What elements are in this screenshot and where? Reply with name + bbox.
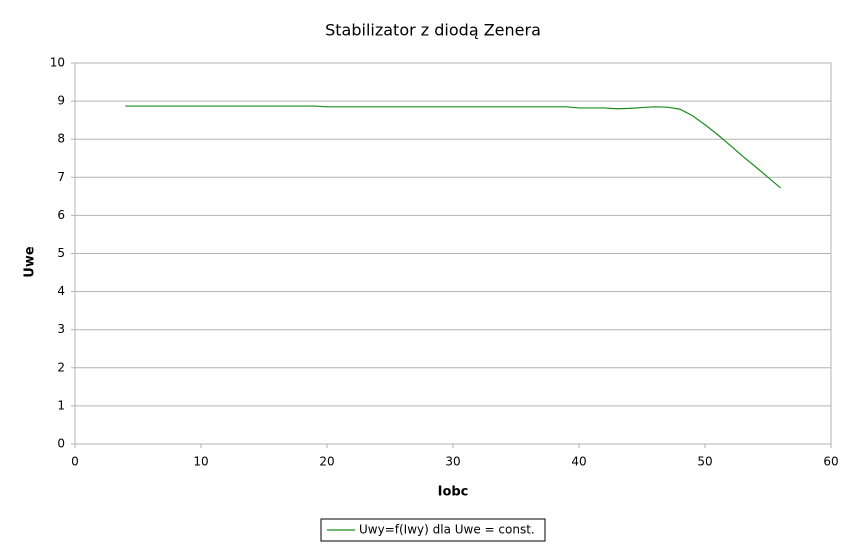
y-tick-label: 8	[57, 132, 65, 146]
x-tick-label: 10	[193, 455, 208, 469]
y-tick-label: 5	[57, 246, 65, 260]
y-tick-label: 6	[57, 208, 65, 222]
y-tick-label: 9	[57, 94, 65, 108]
y-tick-label: 0	[57, 437, 65, 451]
legend-label: Uwy=f(Iwy) dla Uwe = const.	[359, 523, 535, 537]
y-tick-label: 3	[57, 322, 65, 336]
x-axis-label: Iobc	[438, 485, 469, 500]
x-tick-label: 40	[571, 455, 586, 469]
y-axis-label: Uwe	[23, 246, 38, 278]
y-tick-label: 4	[57, 284, 65, 298]
data-line	[125, 105, 781, 189]
chart-title: Stabilizator z diodą Zenera	[325, 21, 541, 40]
x-tick-label: 30	[445, 455, 460, 469]
y-tick-label: 7	[57, 170, 65, 184]
x-tick-label: 0	[71, 455, 79, 469]
y-tick-label: 2	[57, 360, 65, 374]
x-tick-label: 20	[319, 455, 334, 469]
legend-box	[320, 518, 546, 542]
plot-frame	[74, 62, 832, 445]
y-tick-label: 1	[57, 398, 65, 412]
x-tick-label: 50	[697, 455, 712, 469]
x-tick-label: 60	[823, 455, 838, 469]
y-tick-label: 10	[50, 56, 65, 70]
